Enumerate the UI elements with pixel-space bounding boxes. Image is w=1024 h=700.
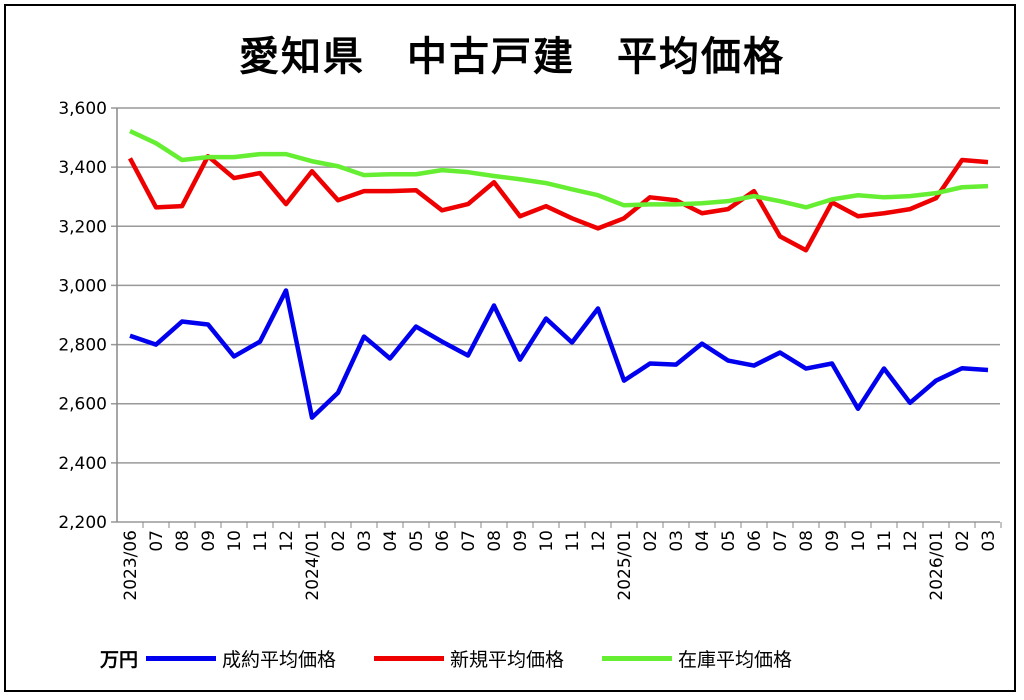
x-tick-label: 09 <box>823 530 843 552</box>
x-tick-label: 11 <box>563 530 583 552</box>
x-tick-label: 06 <box>745 530 765 552</box>
legend-swatch <box>374 656 445 661</box>
chart-frame <box>4 4 1016 692</box>
legend: 万円 成約平均価格 新規平均価格 在庫平均価格 <box>100 645 830 672</box>
x-tick-label: 12 <box>901 530 921 552</box>
series-line <box>128 153 989 253</box>
x-tick-label: 11 <box>875 530 895 552</box>
legend-swatch <box>602 656 673 661</box>
legend-label: 新規平均価格 <box>450 649 565 671</box>
chart-title: 愛知県 中古戸建 平均価格 <box>239 34 785 80</box>
legend-item: 在庫平均価格 <box>602 645 792 672</box>
x-tick-label: 09 <box>511 530 531 552</box>
y-tick-label: 2,400 <box>58 454 107 474</box>
x-tick-label: 05 <box>407 530 427 552</box>
x-tick-label: 03 <box>667 530 687 552</box>
x-tick-label: 05 <box>719 530 739 552</box>
y-tick-label: 2,600 <box>58 395 107 415</box>
x-tick-label: 08 <box>485 530 505 552</box>
y-tick-label: 3,000 <box>58 276 107 296</box>
y-tick-label: 2,800 <box>58 336 107 356</box>
x-tick-label: 02 <box>641 530 661 552</box>
x-tick-label: 02 <box>953 530 973 552</box>
legend-label: 成約平均価格 <box>222 649 337 671</box>
x-tick-label: 2023/06 <box>121 530 141 601</box>
x-tick-label: 06 <box>433 530 453 552</box>
series-line <box>129 129 989 210</box>
x-tick-label: 08 <box>173 530 193 552</box>
legend-swatch <box>146 656 217 661</box>
x-tick-label: 04 <box>381 530 401 552</box>
legend-item: 新規平均価格 <box>374 645 564 672</box>
x-tick-label: 03 <box>979 530 999 552</box>
x-tick-label: 2025/01 <box>615 530 635 601</box>
x-tick-label: 11 <box>251 530 271 552</box>
x-tick-label: 03 <box>355 530 375 552</box>
x-tick-label: 08 <box>797 530 817 552</box>
y-tick-label: 2,200 <box>58 513 107 533</box>
x-tick-label: 12 <box>277 530 297 552</box>
y-tick-label: 3,600 <box>58 99 107 119</box>
x-tick-label: 07 <box>771 530 791 552</box>
x-tick-label: 2026/01 <box>927 530 947 601</box>
x-tick-label: 07 <box>147 530 167 552</box>
y-tick-label: 3,400 <box>58 158 107 178</box>
x-tick-label: 02 <box>329 530 349 552</box>
x-tick-label: 09 <box>199 530 219 552</box>
unit-label: 万円 <box>100 649 139 671</box>
y-tick-label: 3,200 <box>58 217 107 237</box>
x-tick-label: 2024/01 <box>303 530 323 601</box>
legend-item: 成約平均価格 <box>146 645 336 672</box>
x-tick-label: 12 <box>589 530 609 552</box>
x-tick-label: 10 <box>537 530 557 552</box>
x-tick-label: 10 <box>225 530 245 552</box>
x-tick-label: 07 <box>459 530 479 552</box>
legend-label: 在庫平均価格 <box>678 649 793 671</box>
x-tick-label: 04 <box>693 530 713 552</box>
x-tick-label: 10 <box>849 530 869 552</box>
series-line <box>129 288 989 420</box>
